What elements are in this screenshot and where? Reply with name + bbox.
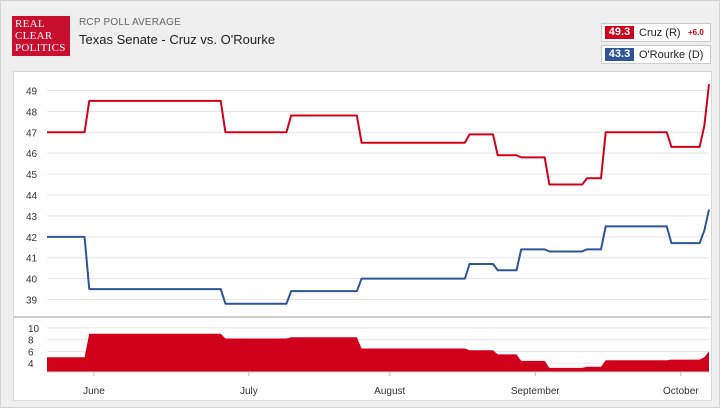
legend-value-cruz: 49.3 [605,26,634,39]
rcp-logo[interactable]: REAL CLEAR POLITICS [12,16,70,56]
legend-spread: +6.0 [688,28,704,37]
series-line-cruz[interactable] [47,84,710,186]
kicker-label: RCP POLL AVERAGE [79,17,181,28]
x-month-label: October [663,386,699,397]
y-tick-label: 44 [26,191,38,202]
x-month-label: September [511,386,561,397]
y-tick-label: 49 [26,86,38,97]
spread-tick-label: 4 [28,359,34,370]
x-month-label: June [83,386,105,397]
series-line-orourke[interactable] [47,209,710,305]
y-tick-label: 46 [26,149,38,160]
y-tick-label: 43 [26,212,38,223]
y-tick-label: 40 [26,275,38,286]
spread-tick-label: 8 [28,336,34,347]
y-tick-label: 41 [26,254,38,265]
x-month-label: July [240,386,258,397]
x-month-label: August [374,386,405,397]
legend-value-orourke: 43.3 [605,48,634,61]
y-tick-label: 42 [26,233,38,244]
legend-name-cruz: Cruz (R) [639,27,681,39]
spread-tick-label: 10 [28,324,40,335]
y-tick-label: 48 [26,107,38,118]
legend-name-orourke: O'Rourke (D) [639,49,704,61]
chart-title: Texas Senate - Cruz vs. O'Rourke [79,32,276,47]
legend-item-cruz[interactable]: 49.3 Cruz (R) +6.0 [601,23,711,42]
plot-area[interactable]: 39 40 41 42 43 44 45 46 47 48 49 4 6 8 10 June July Augus… [13,71,712,401]
spread-area[interactable] [47,333,709,372]
y-tick-label: 47 [26,128,38,139]
spread-tick-label: 6 [28,347,34,358]
y-tick-label: 45 [26,170,38,181]
y-tick-label: 39 [26,296,38,307]
legend-item-orourke[interactable]: 43.3 O'Rourke (D) [601,45,711,64]
